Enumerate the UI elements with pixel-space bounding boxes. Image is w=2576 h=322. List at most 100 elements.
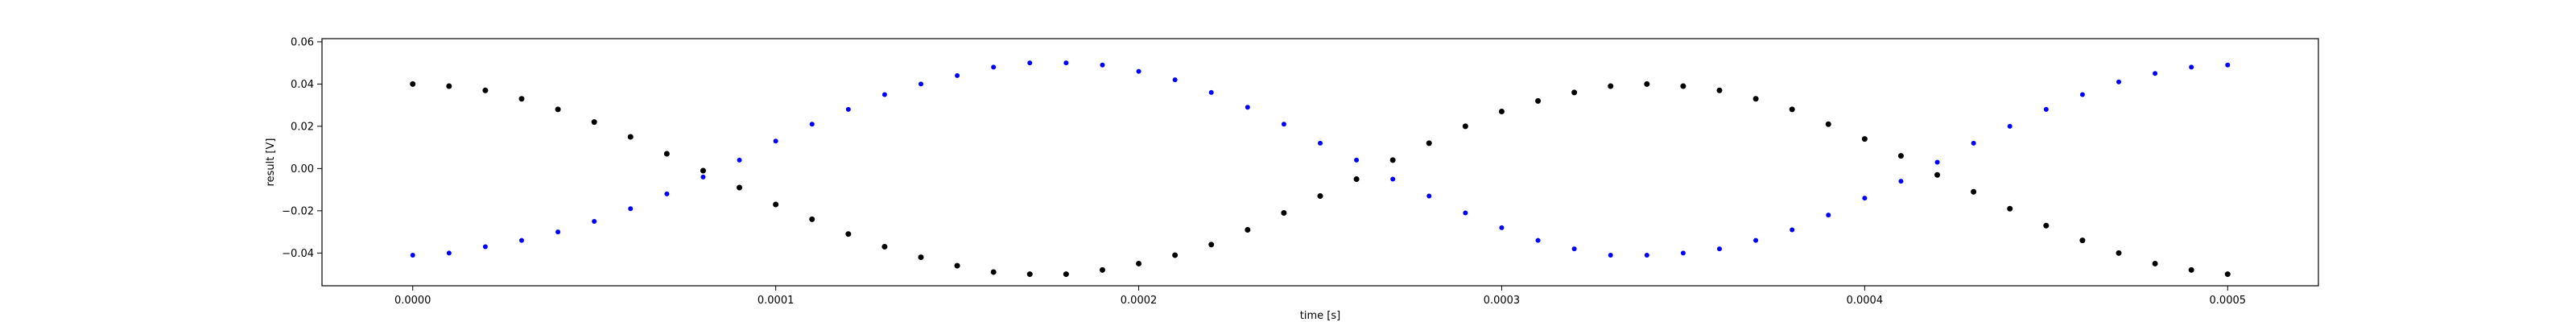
data-point	[555, 229, 561, 235]
data-point	[1934, 171, 1941, 178]
data-point	[1100, 62, 1105, 68]
data-point	[845, 231, 852, 237]
data-point	[627, 134, 634, 140]
data-point	[592, 218, 597, 224]
data-point	[1826, 213, 1831, 218]
data-point	[845, 106, 851, 112]
data-point	[1463, 210, 1468, 216]
data-point	[1535, 237, 1541, 243]
data-point	[1099, 266, 1105, 273]
data-point	[1717, 246, 1722, 252]
data-point	[410, 80, 416, 87]
data-point	[1390, 176, 1396, 182]
x-tick-label: 0.0001	[758, 295, 795, 307]
y-tick-label: 0.00	[291, 163, 314, 175]
data-point	[518, 96, 525, 102]
data-point	[1498, 109, 1505, 115]
data-point	[2043, 222, 2050, 229]
data-point	[2043, 106, 2049, 112]
data-point	[1789, 106, 1795, 113]
data-point	[1172, 77, 1178, 83]
series-1	[410, 60, 2231, 258]
data-point	[1680, 83, 1686, 89]
data-point	[1898, 179, 1904, 184]
data-point	[2116, 250, 2122, 256]
data-point	[1026, 271, 1033, 278]
data-point	[1862, 196, 1868, 201]
data-point	[1571, 89, 1578, 96]
data-point	[2079, 237, 2086, 244]
y-tick-label: −0.02	[282, 205, 314, 217]
data-point	[1680, 250, 1686, 256]
data-point	[2007, 205, 2013, 212]
data-point	[809, 216, 815, 222]
data-point	[1245, 105, 1250, 110]
y-tick-label: −0.04	[282, 248, 314, 260]
data-point	[1753, 237, 1759, 243]
x-tick-label: 0.0003	[1484, 295, 1521, 307]
x-tick-label: 0.0000	[394, 295, 431, 307]
data-point	[1354, 157, 1360, 163]
data-point	[918, 254, 924, 261]
data-point	[1426, 140, 1432, 147]
data-point	[555, 106, 561, 113]
data-point	[1208, 89, 1214, 95]
x-axis-label: time [s]	[1300, 310, 1340, 322]
data-point	[955, 72, 960, 78]
data-point	[809, 122, 815, 127]
data-point	[919, 81, 923, 87]
data-point	[591, 119, 597, 126]
data-point	[954, 262, 960, 269]
data-point	[1790, 227, 1795, 233]
data-point	[1063, 271, 1069, 278]
data-point	[2152, 260, 2158, 266]
data-point	[1281, 209, 1287, 216]
data-point	[2116, 79, 2121, 85]
data-point	[1971, 140, 1976, 146]
data-point	[1462, 123, 1468, 130]
data-point	[737, 157, 742, 163]
x-axis: 0.0000 0.0001 0.0002 0.0003 0.0004 0.0005	[394, 286, 2246, 307]
y-tick-label: 0.06	[291, 36, 314, 48]
data-point	[1752, 96, 1759, 102]
data-point	[1389, 157, 1396, 163]
plot-layer	[410, 60, 2231, 278]
data-point	[1281, 122, 1286, 127]
data-point	[1535, 97, 1542, 104]
data-point	[1245, 226, 1251, 233]
data-point	[737, 184, 743, 191]
data-point	[446, 250, 452, 256]
data-point	[1027, 60, 1033, 66]
data-point	[1861, 136, 1868, 142]
data-point	[1172, 252, 1179, 258]
data-point	[664, 191, 670, 196]
plot-frame	[321, 38, 2319, 287]
data-point	[1644, 252, 1649, 258]
data-point	[700, 167, 706, 174]
data-point	[1136, 68, 1141, 74]
data-point	[1608, 83, 1614, 89]
y-axis-label: result [V]	[265, 138, 277, 187]
y-tick-label: 0.02	[291, 121, 314, 133]
data-point	[1318, 140, 1323, 146]
data-point	[1208, 242, 1215, 248]
data-point	[1934, 159, 1940, 165]
data-point	[2188, 266, 2194, 273]
data-point	[1971, 188, 1977, 195]
data-point	[1426, 193, 1432, 199]
data-point	[990, 269, 997, 275]
data-point	[1353, 175, 1360, 182]
data-point	[773, 201, 779, 208]
data-point	[1825, 121, 1831, 127]
data-point	[1317, 192, 1323, 199]
x-tick-label: 0.0002	[1121, 295, 1158, 307]
data-point	[2225, 62, 2231, 68]
data-point	[2079, 92, 2085, 97]
data-point	[1499, 225, 1505, 230]
data-point	[700, 174, 706, 180]
data-point	[1897, 153, 1904, 159]
x-tick-label: 0.0005	[2210, 295, 2247, 307]
data-point	[410, 252, 415, 258]
data-point	[482, 87, 489, 93]
